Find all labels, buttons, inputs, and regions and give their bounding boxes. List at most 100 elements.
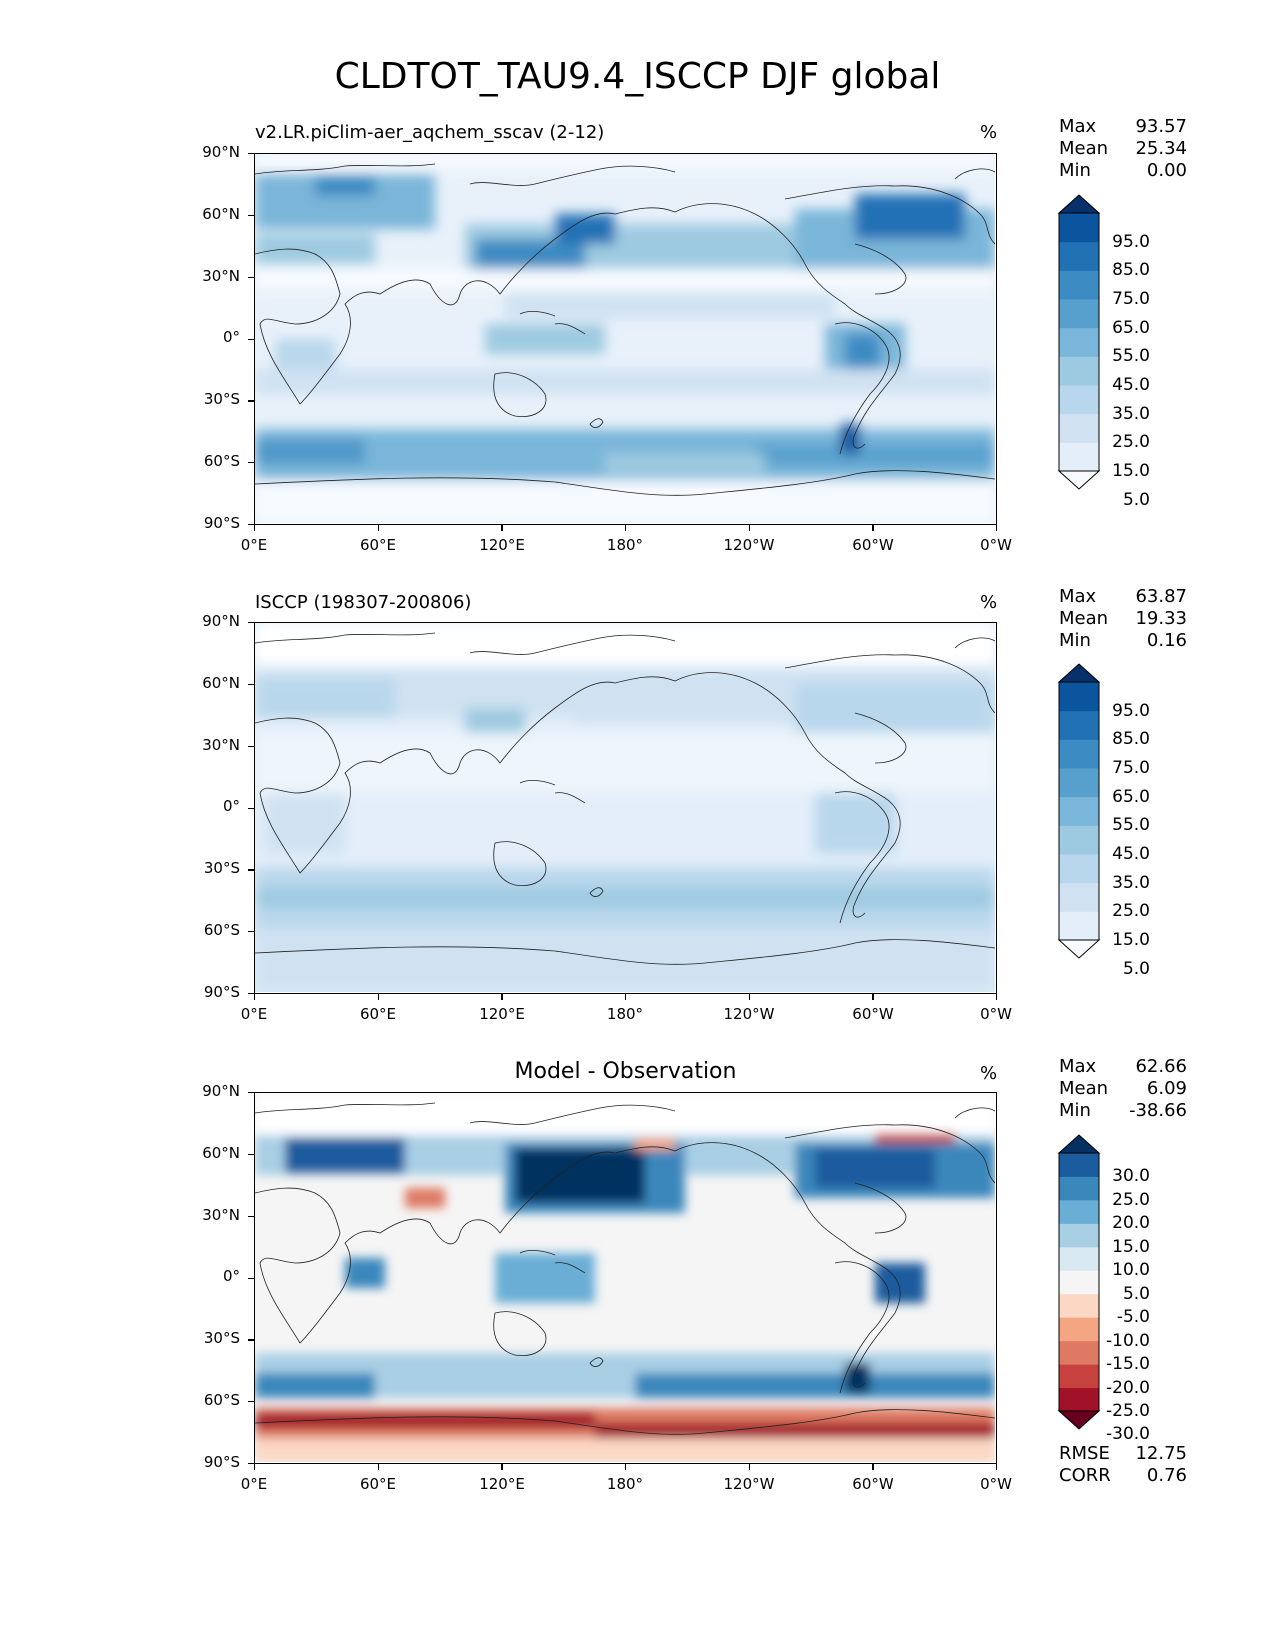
panel-2-lon-tick: 120°W: [723, 1005, 775, 1023]
panel-3-title: Model - Observation: [514, 1059, 737, 1084]
panel-2-stat-min: Min 0.16: [1059, 630, 1187, 651]
colorbar-tick-label: -20.0: [1106, 1377, 1150, 1398]
colorbar-lower-extension: [1057, 470, 1101, 490]
colorbar-tick-label: -15.0: [1106, 1354, 1150, 1375]
colorbar-lower-extension: [1057, 939, 1101, 959]
figure-title: CLDTOT_TAU9.4_ISCCP DJF global: [334, 56, 941, 97]
colorbar-swatch: [1059, 1387, 1099, 1412]
colorbar-swatch: [1059, 241, 1099, 271]
colorbar-outline: [1058, 212, 1100, 472]
colorbar-swatch: [1059, 1340, 1099, 1365]
colorbar-tick-label: -30.0: [1106, 1424, 1150, 1445]
lat-tick-mark: [248, 1153, 254, 1156]
panel-1-label: v2.LR.piClim-aer_aqchem_sscav (2-12): [255, 122, 605, 143]
colorbar-tick-label: 5.0: [1122, 489, 1150, 510]
panel-1-lon-tick: 0°W: [980, 536, 1012, 554]
panel-3-lat-tick: 60°S: [203, 1391, 240, 1409]
panel-3-lon-tick: 180°: [606, 1475, 644, 1493]
panel-2-label: ISCCP (198307-200806): [255, 592, 472, 613]
panel-2-lat-tick: 30°N: [202, 736, 240, 754]
colorbar-swatch: [1059, 213, 1099, 243]
colorbar-tick-label: 55.0: [1112, 346, 1150, 367]
panel-2-lat-tick: 60°N: [202, 674, 240, 692]
lon-tick-mark: [996, 1464, 998, 1470]
colorbar-swatch: [1059, 1317, 1099, 1342]
lon-tick-mark: [872, 525, 874, 531]
colorbar-tick-label: 25.0: [1112, 1189, 1150, 1210]
panel-1-lon-tick: 0°E: [240, 536, 268, 554]
panel-3-lon-tick: 0°W: [980, 1475, 1012, 1493]
lon-tick-mark: [501, 525, 503, 531]
lat-tick-mark: [248, 931, 254, 933]
colorbar-swatch: [1059, 1293, 1099, 1318]
lat-tick-mark: [248, 214, 254, 217]
lat-tick-mark: [248, 622, 254, 624]
colorbar-swatch: [1059, 911, 1099, 941]
panel-3-stat-max: Max 62.66: [1059, 1056, 1187, 1077]
lon-tick-mark: [501, 1464, 503, 1470]
colorbar-upper-extension: [1057, 1134, 1101, 1154]
colorbar-tick-label: 85.0: [1112, 729, 1150, 750]
colorbar-swatch: [1059, 327, 1099, 357]
lon-tick-mark: [625, 994, 627, 1000]
panel-1-lat-tick: 90°N: [202, 143, 240, 161]
colorbar-tick-label: 15.0: [1112, 1236, 1150, 1257]
panel-1-lat-tick: 30°S: [203, 390, 240, 408]
panel-3-lat-tick: 60°N: [202, 1144, 240, 1162]
panel-2-lat-tick: 30°S: [203, 859, 240, 877]
panel-1-colorbar: [1057, 194, 1101, 490]
colorbar-swatch: [1059, 882, 1099, 912]
panel-1-stat-min: Min 0.00: [1059, 160, 1187, 181]
panel-3-stat-min: Min -38.66: [1059, 1100, 1187, 1121]
panel-2-stat-mean: Mean 19.33: [1059, 608, 1187, 629]
panel-2-colorbar: [1057, 663, 1101, 959]
panel-1-lat-tick: 30°N: [202, 267, 240, 285]
colorbar-tick-label: -25.0: [1106, 1401, 1150, 1421]
panel-3-unit: %: [980, 1063, 998, 1084]
panel-3-lat-tick: 0°: [222, 1267, 240, 1285]
colorbar-swatch: [1059, 442, 1099, 472]
lat-tick-mark: [248, 869, 254, 871]
panel-1-lon-tick: 180°: [606, 536, 644, 554]
colorbar-swatch: [1059, 1246, 1099, 1271]
lon-tick-mark: [748, 1464, 750, 1470]
colorbar-swatch: [1059, 1176, 1099, 1201]
colorbar-tick-label: 65.0: [1112, 317, 1150, 338]
panel-3-lon-tick: 120°W: [723, 1475, 775, 1493]
colorbar-tick-label: 20.0: [1112, 1213, 1150, 1234]
panel-2-lon-tick: 180°: [606, 1005, 644, 1023]
colorbar-swatch: [1059, 739, 1099, 769]
lon-tick-mark: [377, 525, 379, 531]
lon-tick-mark: [254, 1464, 256, 1470]
colorbar-swatch: [1059, 299, 1099, 329]
panel-3-lon-tick: 120°E: [479, 1475, 525, 1493]
colorbar-swatch: [1059, 270, 1099, 300]
colorbar-swatch: [1059, 710, 1099, 740]
colorbar-tick-label: 95.0: [1112, 700, 1150, 721]
colorbar-tick-label: 95.0: [1112, 231, 1150, 252]
lon-tick-mark: [625, 1464, 627, 1470]
colorbar-upper-extension: [1057, 663, 1101, 683]
lat-tick-mark: [248, 338, 254, 340]
colorbar-swatch: [1059, 825, 1099, 855]
lat-tick-mark: [248, 1277, 254, 1279]
colorbar-outline: [1058, 681, 1100, 941]
panel-2-lat-tick: 90°N: [202, 612, 240, 630]
lon-tick-mark: [996, 994, 998, 1000]
panel-2-lat-tick: 0°: [222, 797, 240, 815]
colorbar-swatch: [1059, 1223, 1099, 1248]
colorbar-swatch: [1059, 413, 1099, 443]
panel-2-stat-max: Max 63.87: [1059, 586, 1187, 607]
panel-1-map: [254, 153, 997, 525]
colorbar-swatch: [1059, 1153, 1099, 1177]
panel-2-lon-tick: 0°E: [240, 1005, 268, 1023]
lon-tick-mark: [872, 1464, 874, 1470]
panel-1-lon-tick: 60°E: [359, 536, 397, 554]
colorbar-swatch: [1059, 385, 1099, 415]
panel-3-map: [254, 1092, 997, 1464]
lon-tick-mark: [377, 1464, 379, 1470]
lat-tick-mark: [248, 1463, 254, 1465]
panel-2-lon-tick: 120°E: [479, 1005, 525, 1023]
panel-1-stat-max: Max 93.57: [1059, 116, 1187, 137]
colorbar-swatch: [1059, 854, 1099, 884]
